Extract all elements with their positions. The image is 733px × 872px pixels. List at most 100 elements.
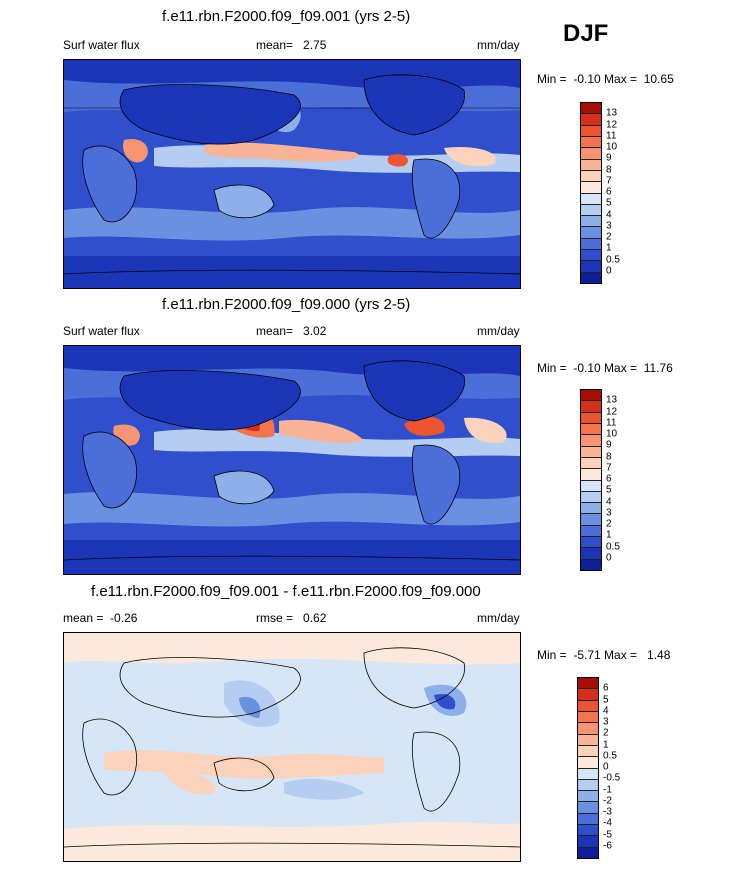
colorbar-box: [581, 525, 601, 538]
colorbar-box: [581, 261, 601, 273]
colorbar-tick-label: 0.5: [606, 541, 620, 552]
panel1-map: [63, 59, 521, 289]
colorbar-box: [578, 689, 598, 701]
colorbar-box: [581, 435, 601, 447]
colorbar-tick-label: 7: [606, 462, 612, 474]
colorbar-tick-label: 0: [606, 552, 612, 564]
panel3-units: mm/day: [477, 611, 520, 625]
panel1-colorbar: [580, 102, 602, 284]
colorbar-box: [581, 148, 601, 160]
colorbar-tick-label: 6: [606, 473, 612, 485]
colorbar-box: [581, 480, 601, 492]
colorbar-box: [578, 836, 598, 848]
colorbar-tick-label: 11: [606, 130, 617, 142]
colorbar-tick-label: 6: [603, 682, 609, 694]
colorbar-tick-label: 2: [603, 727, 609, 739]
colorbar-box: [578, 825, 598, 837]
panel2-variable-label: Surf water flux: [63, 324, 140, 338]
panel1-min-max: Min = -0.10 Max = 10.65: [537, 72, 674, 86]
panel1-mean: mean= 2.75: [256, 38, 327, 52]
colorbar-tick-label: 10: [606, 428, 618, 440]
colorbar-tick-label: 12: [606, 406, 618, 417]
colorbar-box: [581, 390, 601, 402]
colorbar-tick-label: 1: [606, 242, 612, 254]
colorbar-box: [581, 423, 601, 436]
panel3-mean: mean = -0.26: [63, 611, 138, 625]
panel2-colorbar-labels: 13 12 11 10 9 8 7 6 5 4 3 2 1 0.5 0: [606, 389, 636, 569]
colorbar-tick-label: 7: [606, 175, 612, 187]
colorbar-tick-label: -5: [603, 829, 612, 840]
colorbar-tick-label: 2: [606, 518, 612, 530]
colorbar-tick-label: -4: [603, 817, 612, 829]
colorbar-tick-label: -2: [603, 795, 612, 807]
colorbar-box: [581, 170, 601, 183]
colorbar-tick-label: 9: [606, 152, 612, 164]
colorbar-box: [581, 272, 601, 283]
colorbar-tick-label: -1: [603, 784, 612, 795]
colorbar-tick-label: 2: [606, 231, 612, 243]
colorbar-box: [581, 227, 601, 239]
colorbar-tick-label: 0.5: [603, 750, 617, 762]
colorbar-box: [578, 768, 598, 780]
panel3-min-max: Min = -5.71 Max = 1.48: [537, 648, 671, 662]
panel3-colorbar-labels: 6 5 4 3 2 1 0.5 0 -0.5 -1 -2 -3 -4 -5 -6: [603, 677, 633, 857]
colorbar-tick-label: 5: [606, 197, 612, 209]
colorbar-box: [578, 791, 598, 803]
colorbar-box: [578, 802, 598, 814]
panel1-colorbar-labels: 13 12 11 10 9 8 7 6 5 4 3 2 1 0.5 0: [606, 102, 636, 282]
colorbar-tick-label: 3: [606, 507, 612, 519]
panel1-title: f.e11.rbn.F2000.f09_f09.001 (yrs 2-5): [162, 8, 411, 25]
colorbar-box: [578, 757, 598, 769]
colorbar-tick-label: 13: [606, 107, 618, 119]
colorbar-box: [581, 503, 601, 515]
colorbar-box: [581, 514, 601, 526]
colorbar-box: [581, 548, 601, 560]
colorbar-box: [581, 412, 601, 424]
season-label: DJF: [563, 20, 609, 47]
colorbar-tick-label: 10: [606, 141, 618, 153]
colorbar-box: [581, 446, 601, 458]
colorbar-tick-label: 13: [606, 394, 618, 406]
colorbar-tick-label: 8: [606, 451, 612, 462]
colorbar-box: [578, 734, 598, 746]
colorbar-tick-label: 3: [606, 220, 612, 232]
colorbar-box: [581, 491, 601, 504]
panel3-rmse: rmse = 0.62: [256, 611, 327, 625]
panel3-map-field: [64, 633, 520, 861]
colorbar-box: [578, 678, 598, 690]
colorbar-box: [578, 711, 598, 724]
colorbar-box: [581, 559, 601, 570]
colorbar-tick-label: 11: [606, 417, 617, 429]
colorbar-tick-label: 4: [603, 705, 609, 717]
colorbar-box: [578, 723, 598, 735]
colorbar-tick-label: 4: [606, 496, 612, 507]
panel3-title: f.e11.rbn.F2000.f09_f09.001 - f.e11.rbn.…: [91, 583, 481, 600]
panel2-title: f.e11.rbn.F2000.f09_f09.000 (yrs 2-5): [162, 296, 411, 313]
colorbar-tick-label: 1: [606, 529, 612, 541]
panel2-min-max: Min = -0.10 Max = 11.76: [537, 361, 673, 375]
panel2-map-field: [64, 346, 520, 574]
colorbar-tick-label: -0.5: [603, 772, 621, 784]
panel1-variable-label: Surf water flux: [63, 38, 140, 52]
colorbar-box: [581, 193, 601, 205]
colorbar-tick-label: -6: [603, 840, 612, 852]
colorbar-box: [581, 469, 601, 481]
colorbar-tick-label: 8: [606, 164, 612, 175]
colorbar-box: [581, 238, 601, 251]
panel3-colorbar: [577, 677, 599, 859]
colorbar-tick-label: 9: [606, 439, 612, 451]
colorbar-box: [581, 125, 601, 137]
colorbar-tick-label: 3: [603, 716, 609, 728]
colorbar-tick-label: 12: [606, 119, 618, 130]
panel2-colorbar: [580, 389, 602, 571]
colorbar-tick-label: -3: [603, 806, 612, 818]
colorbar-box: [578, 745, 598, 758]
colorbar-box: [581, 136, 601, 149]
colorbar-tick-label: 6: [606, 186, 612, 198]
panel2-units: mm/day: [477, 324, 520, 338]
colorbar-tick-label: 5: [603, 694, 609, 705]
panel1-map-field: [64, 60, 520, 288]
colorbar-box: [578, 779, 598, 792]
colorbar-box: [581, 103, 601, 115]
colorbar-tick-label: 1: [603, 739, 609, 750]
